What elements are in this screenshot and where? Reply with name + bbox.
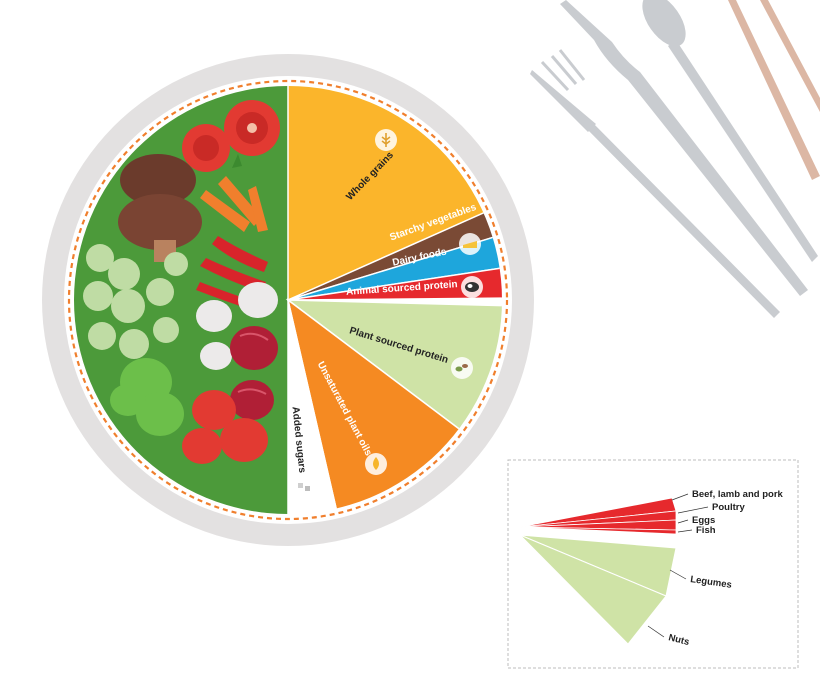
detail-leader-line [671,493,689,501]
sugar-cube-icon [293,476,315,498]
detail-leader-line [677,519,689,524]
chili-icon [196,236,268,308]
detail-label-green-1: Nuts [667,632,690,648]
detail-leader-line [677,506,709,514]
detail-wedge-3 [519,526,677,535]
detail-inset-box [507,459,799,669]
broccoli-icon [83,244,188,359]
beans-icon [451,357,473,379]
cutlery [530,0,820,318]
pear-icon [110,358,184,436]
detail-green-wedge-1 [519,534,667,645]
garlic-icon [196,282,278,370]
cow-icon [461,276,483,298]
oil-drop-icon [365,453,387,475]
segment-added-sugars [287,299,339,514]
apple-icon [182,390,268,464]
carrot-icon [200,154,268,232]
chopsticks-icon [728,0,820,180]
knife-icon [560,0,808,296]
plate-dashed-border [67,79,509,521]
detail-leader-line [677,529,693,533]
fork-icon [530,49,780,318]
detail-label-red-2: Eggs [692,515,715,526]
detail-leader-line [647,625,665,638]
onion-icon [230,326,278,420]
detail-label-red-3: Fish [696,525,716,536]
detail-label-green-0: Legumes [690,574,733,591]
spoon-icon [642,0,818,262]
tomato-icon [182,100,280,172]
detail-leader-line [669,569,687,580]
detail-label-red-0: Beef, lamb and pork [692,489,784,500]
mushroom-icon [118,154,202,262]
wheat-icon [375,129,397,151]
detail-label-red-1: Poultry [712,502,745,513]
segment-animal-sourced-protein [287,266,502,301]
vegetables-and-fruits-illustration [83,100,280,464]
cheese-icon [459,233,481,255]
